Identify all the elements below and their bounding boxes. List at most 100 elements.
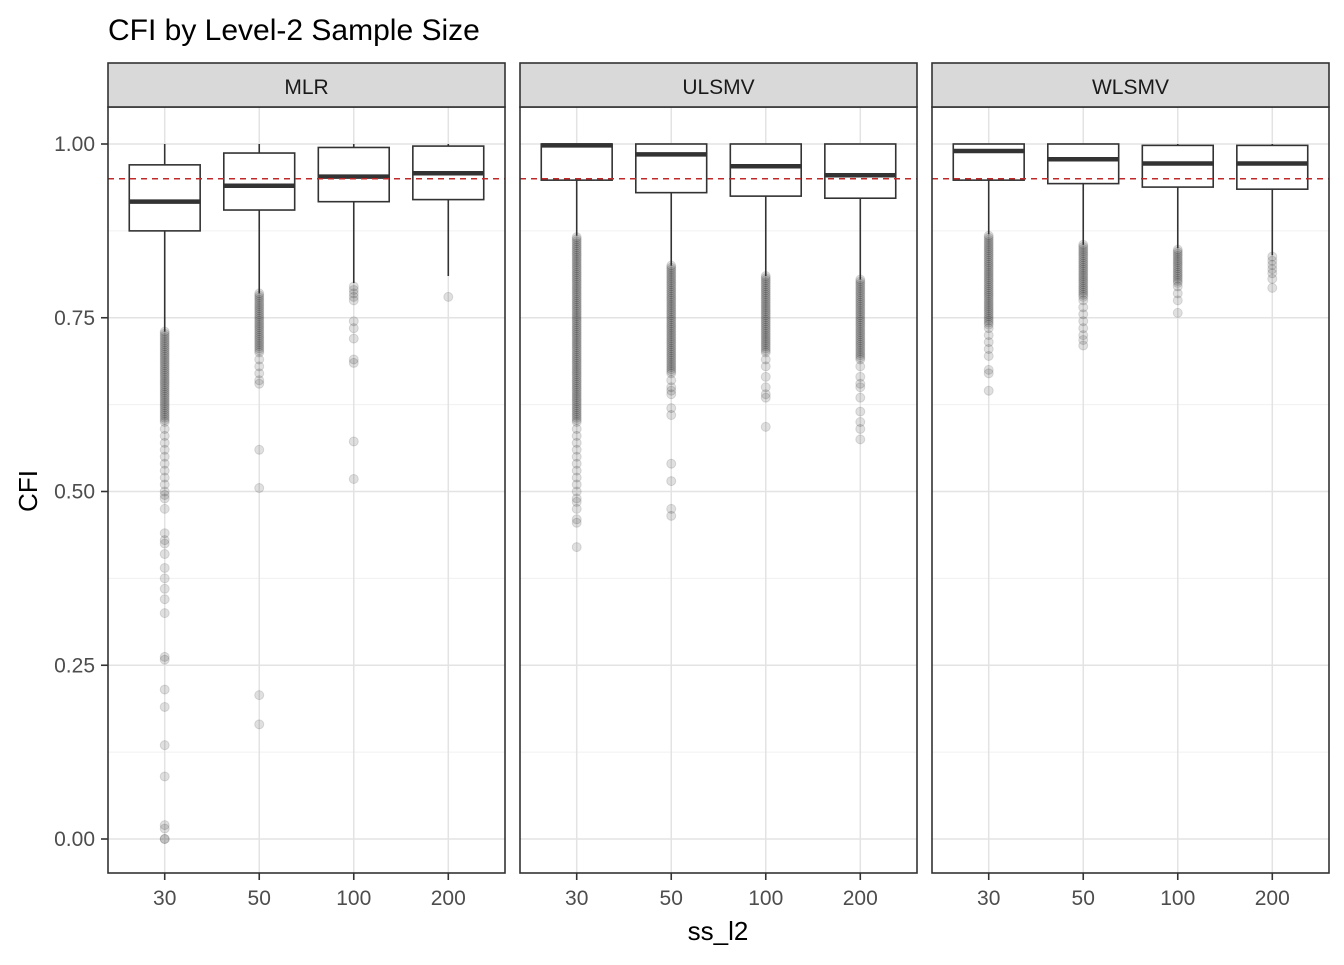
outlier-point (1267, 268, 1278, 279)
outlier-point (855, 285, 866, 296)
outlier-point (159, 465, 170, 476)
outlier-point (855, 291, 866, 302)
outlier-point (983, 236, 994, 247)
outlier-point (159, 417, 170, 427)
outlier-point (159, 387, 170, 398)
outlier-point (1078, 277, 1089, 288)
outlier-point (855, 339, 866, 350)
outlier-point (159, 538, 170, 549)
outlier-point (1172, 273, 1183, 284)
outlier-point (159, 377, 170, 388)
outlier-point (571, 517, 582, 528)
outlier-point (254, 320, 265, 331)
outlier-point (855, 417, 866, 427)
outlier-point (1172, 267, 1183, 278)
outlier-point (983, 282, 994, 293)
outlier-point (983, 315, 994, 326)
outlier-point (855, 297, 866, 308)
outlier-point (159, 358, 170, 369)
outlier-point (1078, 256, 1089, 267)
outlier-point (855, 331, 866, 342)
outlier-point (571, 346, 582, 357)
outlier-point (1172, 278, 1183, 288)
outlier-point (1078, 291, 1089, 302)
outlier-point (983, 272, 994, 283)
outlier-point (571, 288, 582, 299)
outlier-point (1172, 288, 1183, 299)
outlier-point (760, 277, 771, 288)
outlier-point (159, 503, 170, 514)
outlier-point (571, 325, 582, 336)
outlier-point (983, 243, 994, 254)
outlier-point (571, 292, 582, 303)
outlier-point (571, 377, 582, 388)
outlier-point (159, 573, 170, 584)
outlier-point (983, 307, 994, 318)
outlier-point (760, 337, 771, 348)
outlier-point (159, 379, 170, 390)
outlier-point (571, 358, 582, 369)
outlier-point (666, 297, 677, 308)
outlier-point (1172, 275, 1183, 286)
outlier-point (159, 654, 170, 665)
outlier-point (571, 493, 582, 504)
box-iqr (824, 143, 897, 200)
outlier-point (571, 408, 582, 419)
outlier-point (254, 315, 265, 326)
outlier-point (159, 366, 170, 377)
outlier-point (1078, 258, 1089, 269)
boxplot-mlr-50 (222, 144, 296, 730)
outlier-point (1078, 323, 1089, 334)
outlier-point (571, 342, 582, 353)
outlier-point (666, 285, 677, 296)
y-axis-title: CFI (13, 470, 43, 512)
outlier-point (159, 535, 170, 546)
outlier-point (159, 820, 170, 831)
outlier-point (159, 549, 170, 560)
outlier-point (666, 277, 677, 288)
outlier-point (254, 354, 265, 365)
outlier-point (666, 339, 677, 350)
outlier-point (1078, 266, 1089, 277)
outlier-point (666, 335, 677, 346)
box-iqr (1046, 143, 1120, 185)
outlier-point (348, 295, 359, 306)
outlier-point (983, 288, 994, 299)
outlier-point (571, 298, 582, 309)
outlier-point (666, 337, 677, 348)
outlier-point (159, 489, 170, 500)
outlier-point (1078, 283, 1089, 294)
outlier-point (666, 347, 677, 358)
outlier-point (666, 355, 677, 366)
outlier-point (1078, 279, 1089, 290)
boxplot-mlr-100 (317, 144, 391, 484)
x-tick-label: 30 (977, 887, 1000, 910)
outlier-point (348, 473, 359, 484)
outlier-point (666, 295, 677, 306)
outlier-point (571, 286, 582, 297)
outlier-point (159, 356, 170, 367)
outlier-point (571, 381, 582, 392)
outlier-point (571, 404, 582, 415)
outlier-point (571, 261, 582, 272)
outlier-point (1078, 302, 1089, 313)
outlier-point (666, 268, 677, 279)
outlier-point (254, 305, 265, 316)
outlier-point (760, 335, 771, 346)
outlier-point (1078, 309, 1089, 320)
outlier-point (760, 295, 771, 306)
outlier-point (571, 323, 582, 334)
outlier-point (1078, 246, 1089, 257)
x-tick-label: 50 (248, 887, 271, 910)
outlier-point (983, 267, 994, 278)
x-tick-label: 30 (153, 887, 176, 910)
outlier-point (855, 354, 866, 365)
outlier-point (983, 313, 994, 324)
outlier-point (571, 306, 582, 317)
outlier-point (254, 294, 265, 305)
outlier-point (666, 266, 677, 277)
outlier-point (855, 287, 866, 298)
outlier-point (348, 333, 359, 344)
outlier-point (159, 362, 170, 373)
outlier-point (855, 320, 866, 331)
